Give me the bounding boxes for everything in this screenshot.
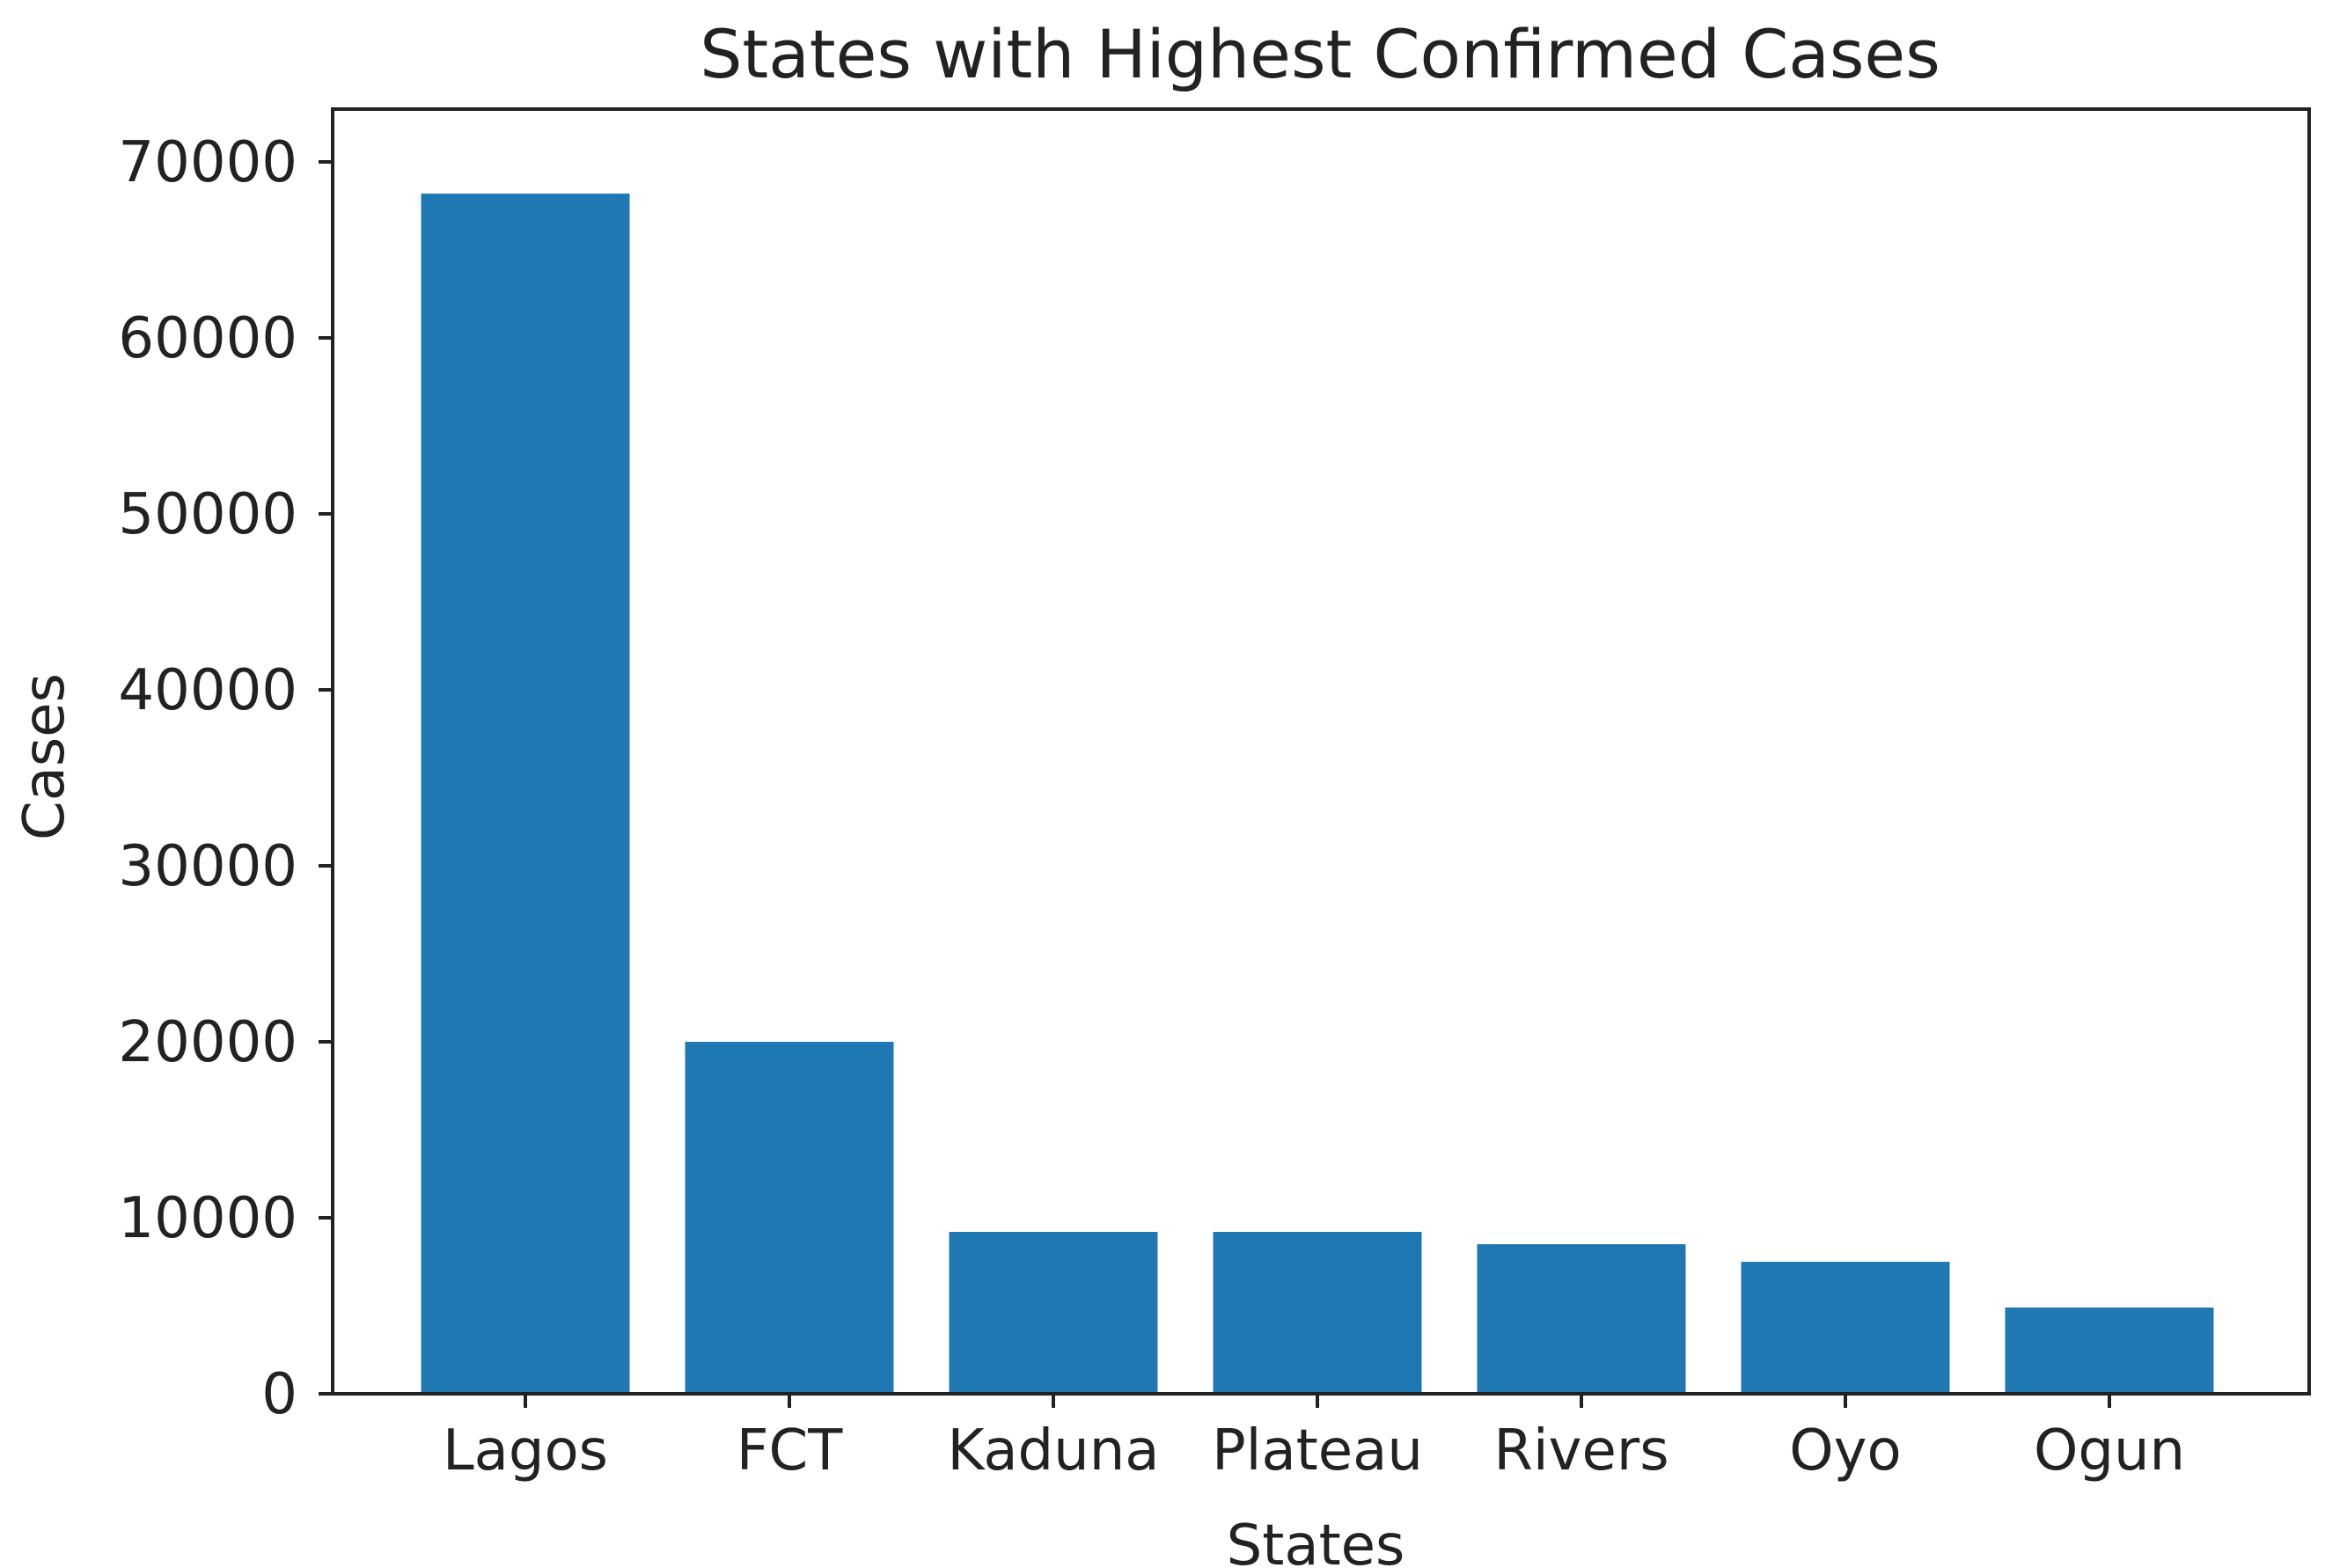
x-axis-title: States <box>1227 1513 1405 1568</box>
y-tick-label-70000: 70000 <box>118 130 297 195</box>
bar-fct <box>685 1042 894 1394</box>
y-tick-label-40000: 40000 <box>118 658 297 723</box>
bar-lagos <box>421 194 630 1394</box>
x-tick-label-rivers: Rivers <box>1493 1418 1669 1484</box>
bars-layer <box>421 194 2214 1394</box>
y-tick-label-60000: 60000 <box>118 306 297 371</box>
x-tick-label-oyo: Oyo <box>1789 1418 1901 1484</box>
x-tick-label-kaduna: Kaduna <box>947 1418 1159 1484</box>
y-tick-label-10000: 10000 <box>118 1186 297 1251</box>
y-tick-label-30000: 30000 <box>118 834 297 899</box>
plot-frame <box>331 107 2311 1396</box>
x-tick-label-lagos: Lagos <box>443 1418 608 1484</box>
bar-oyo <box>1741 1262 1950 1394</box>
y-tick-label-50000: 50000 <box>118 482 297 547</box>
y-tick-label-20000: 20000 <box>118 1010 297 1075</box>
x-tick-label-fct: FCT <box>737 1418 844 1484</box>
y-tick-label-0: 0 <box>261 1362 297 1427</box>
bar-rivers <box>1477 1244 1686 1394</box>
bar-kaduna <box>949 1232 1158 1394</box>
bar-plateau <box>1213 1232 1422 1394</box>
ticks-layer: Lagos FCT Kaduna Plateau Rivers Oyo Ogun 0 10000… <box>118 130 2185 1484</box>
bar-ogun <box>2005 1308 2214 1394</box>
x-tick-label-ogun: Ogun <box>2034 1418 2185 1484</box>
x-tick-label-plateau: Plateau <box>1212 1418 1423 1484</box>
chart-title: States with Highest Confirmed Cases <box>700 15 1940 93</box>
y-axis-title: Cases <box>12 673 77 840</box>
